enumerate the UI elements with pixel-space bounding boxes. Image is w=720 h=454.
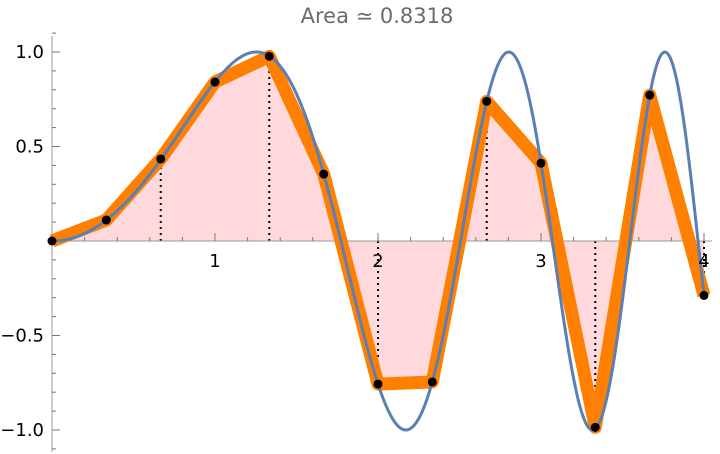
sample-point-layer: [47, 51, 709, 432]
sample-point: [645, 90, 655, 100]
sample-point: [47, 236, 57, 246]
y-tick-label: −1.0: [0, 420, 44, 441]
x-tick-label: 4: [698, 251, 709, 272]
x-tick-label: 2: [372, 251, 383, 272]
sample-point: [210, 77, 220, 87]
sample-point: [319, 169, 329, 179]
y-tick-label: 0.5: [15, 137, 44, 158]
vertical-marker-layer: [159, 56, 705, 428]
x-tick-label: 3: [535, 251, 546, 272]
sample-point: [427, 377, 437, 387]
chart-title: Area ≃ 0.8318: [301, 4, 454, 28]
y-tick-label: 1.0: [15, 42, 44, 63]
x-tick-label: 1: [209, 251, 220, 272]
sample-point: [373, 379, 383, 389]
sample-point: [101, 215, 111, 225]
tick-label-layer: 1 2 3 4 1.0 0.5 −0.5 −1.0: [0, 42, 709, 441]
y-tick-label: −0.5: [0, 326, 44, 347]
sample-point: [482, 96, 492, 106]
sample-point: [699, 290, 709, 300]
sample-point: [156, 154, 166, 164]
sample-point: [536, 158, 546, 168]
sample-point: [590, 422, 600, 432]
sample-point: [264, 51, 274, 61]
